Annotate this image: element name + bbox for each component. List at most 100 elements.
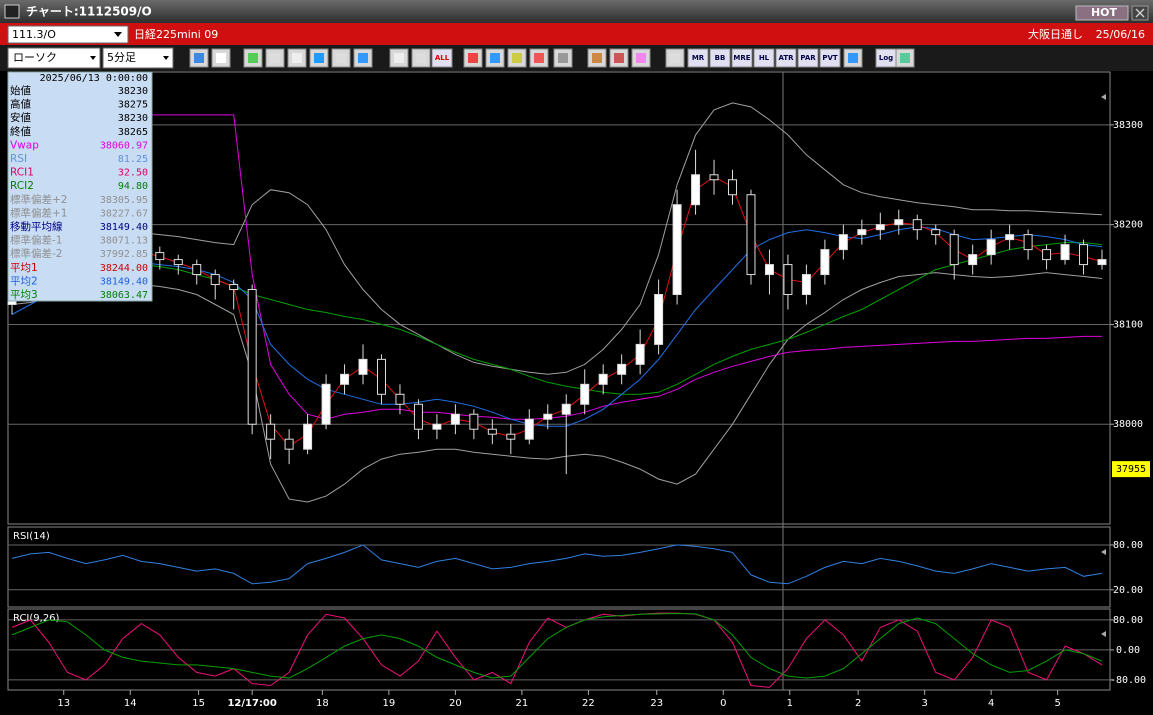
info-label: 標準偏差-2 <box>10 247 62 260</box>
date: 25/06/16 <box>1096 28 1145 41</box>
candle-body <box>1005 234 1015 241</box>
series-line <box>11 612 1103 679</box>
toolbar-button[interactable] <box>431 48 453 68</box>
y-tick-label: 20.00 <box>1113 585 1143 596</box>
info-value: 38230 <box>118 86 148 97</box>
info-label: 高値 <box>10 98 31 111</box>
pane-marker <box>1101 549 1106 555</box>
candle-body <box>728 179 738 196</box>
candle-body <box>192 264 202 276</box>
info-value: 38230 <box>118 113 148 124</box>
candle-body <box>1042 249 1052 261</box>
candle-body <box>524 418 534 440</box>
x-tick-label: 19 <box>383 698 396 709</box>
info-datetime: 2025/06/13 0:00:00 <box>40 73 148 84</box>
candle-body <box>210 274 220 286</box>
hot-label: HOT <box>1091 6 1118 19</box>
timeframe: 5分足 <box>107 51 136 64</box>
pane-frame <box>7 526 1111 608</box>
candle-body <box>173 259 183 266</box>
symbol-select[interactable] <box>7 25 129 44</box>
toolbar-button[interactable] <box>731 48 753 68</box>
toolbar-label: HL <box>759 54 770 62</box>
candle-body <box>469 413 479 430</box>
candle-body <box>654 294 664 345</box>
info-label: 標準偏差+1 <box>10 206 67 219</box>
toolbar-icons: ALL MR BB MRE HL ATR PAR PVT Log <box>189 48 915 68</box>
toolbar-label: ALL <box>435 54 450 62</box>
info-value: 38227.67 <box>100 208 148 219</box>
info-value: 32.50 <box>118 168 148 179</box>
toolbar-icon <box>592 53 602 63</box>
info-value: 38071.13 <box>100 236 148 247</box>
app-icon <box>4 4 20 19</box>
session: 大阪日通し <box>1028 27 1083 41</box>
toolbar-icon <box>194 53 204 63</box>
info-label: RCI2 <box>10 180 34 192</box>
timeframe-select[interactable] <box>102 47 174 69</box>
info-label: 平均1 <box>10 262 38 274</box>
title-bar <box>0 0 1153 23</box>
toolbar-icon <box>270 53 280 63</box>
toolbar-label: MRE <box>733 54 750 62</box>
toolbar-button[interactable] <box>753 48 775 68</box>
toolbar-icon <box>848 53 858 63</box>
info-label: RSI <box>10 153 27 165</box>
candle-body <box>450 413 460 425</box>
x-tick-label: 14 <box>124 698 137 709</box>
toolbar-button[interactable] <box>687 48 709 68</box>
symbol-name: 日経225mini 09 <box>134 28 218 41</box>
info-background <box>7 71 153 302</box>
candle-body <box>247 289 257 425</box>
y-tick-label: 0.00 <box>1116 645 1140 656</box>
candle-body <box>672 204 682 296</box>
candle-body <box>912 219 922 231</box>
candle-body <box>1097 259 1107 266</box>
candle-body <box>691 174 701 206</box>
info-value: 38305.95 <box>100 195 148 206</box>
toolbar-icon <box>512 53 522 63</box>
candle-body <box>820 249 830 276</box>
plot: 380003810038200383003795520.0080.00RSI(1… <box>7 71 1150 709</box>
candle-body <box>487 428 497 435</box>
style-select[interactable] <box>7 47 101 69</box>
pane-label: RCI(9,26) <box>13 613 60 624</box>
x-tick-label: 1 <box>787 698 793 709</box>
info-label: 始値 <box>10 84 31 97</box>
candle-body <box>598 373 608 385</box>
current-price-label: 37955 <box>1116 464 1146 475</box>
toolbar-label: MR <box>692 54 705 62</box>
y-tick-label: 38100 <box>1113 319 1143 330</box>
toolbar-icon <box>314 53 324 63</box>
symbol-code: 111.3/O <box>12 28 56 41</box>
pane-label: RSI(14) <box>13 531 50 542</box>
info-value: 38063.47 <box>100 290 148 301</box>
info-label: 標準偏差-1 <box>10 234 62 247</box>
candle-body <box>949 234 959 266</box>
info-value: 38060.97 <box>100 140 148 151</box>
toolbar-icon <box>900 53 910 63</box>
info-label: 平均2 <box>10 275 38 287</box>
toolbar-label: ATR <box>778 54 794 62</box>
toolbar-button[interactable] <box>709 48 731 68</box>
x-tick-label: 4 <box>988 698 994 709</box>
y-tick-label: 38200 <box>1113 220 1143 231</box>
x-tick-label: 15 <box>192 698 205 709</box>
toolbar-icon <box>416 53 426 63</box>
info-label: Vwap <box>10 139 39 151</box>
info-label: RCI1 <box>10 167 34 179</box>
series-line <box>11 272 1103 503</box>
info-label: 安値 <box>10 111 31 124</box>
candle-body <box>931 229 941 236</box>
toolbar-button[interactable] <box>875 48 897 68</box>
info-value: 37992.85 <box>100 249 148 260</box>
info-value: 38149.40 <box>100 276 148 287</box>
x-tick-label: 2 <box>855 698 861 709</box>
toolbar-button[interactable] <box>819 48 841 68</box>
hot-button[interactable] <box>1075 5 1129 21</box>
info-value: 94.80 <box>118 181 148 192</box>
toolbar-button[interactable] <box>797 48 819 68</box>
pane-frame <box>7 71 1111 525</box>
toolbar-button[interactable] <box>775 48 797 68</box>
